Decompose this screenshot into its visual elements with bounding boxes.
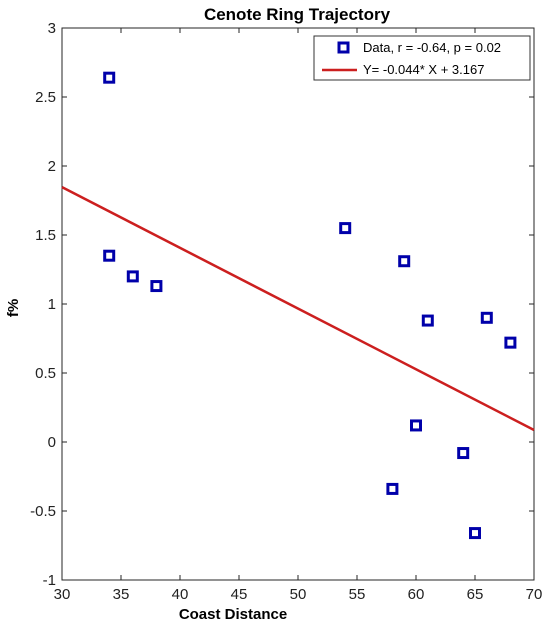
data-point-6: [398, 255, 411, 268]
data-point-4: [339, 222, 352, 235]
plot-area: 30 35 40 45 50 55 60 65 70 -1 -0.5 0 0.5 1 1.5 2 2.5 3: [30, 20, 542, 603]
y-axis-label: f%: [5, 299, 22, 317]
x-tick-label-65: 65: [467, 586, 484, 603]
data-point-8: [421, 314, 434, 327]
y-tick-label--1: -1: [43, 572, 56, 589]
x-axis-label: Coast Distance: [179, 606, 287, 623]
data-point-12: [504, 336, 517, 349]
y-tick-label-0: 0: [48, 434, 56, 451]
x-tick-label-35: 35: [113, 586, 130, 603]
data-point-7: [410, 419, 422, 432]
data-point-5: [386, 482, 399, 495]
x-tick-label-70: 70: [526, 586, 543, 603]
y-tick-label-0.5: 0.5: [35, 365, 56, 382]
regression-line: [61, 186, 535, 432]
y-tick-label--0.5: -0.5: [30, 503, 56, 520]
x-tick-label-40: 40: [172, 586, 189, 603]
y-tick-label-1.5: 1.5: [35, 227, 56, 244]
legend: Data, r = -0.64, p = 0.02 Y= -0.044* X +…: [313, 35, 531, 81]
y-tick-label-2.5: 2.5: [35, 89, 56, 106]
legend-entry-data: Data, r = -0.64, p = 0.02: [363, 40, 501, 55]
data-point-1: [103, 249, 116, 262]
x-tick-label-45: 45: [231, 586, 248, 603]
data-point-10: [469, 527, 481, 540]
x-tick-label-55: 55: [349, 586, 366, 603]
y-tick-label-3: 3: [48, 20, 56, 37]
y-tick-label-2: 2: [48, 158, 56, 175]
legend-entry-fit: Y= -0.044* X + 3.167: [363, 62, 484, 77]
x-tick-label-50: 50: [290, 586, 307, 603]
x-tick-label-60: 60: [408, 586, 425, 603]
data-point-2: [126, 270, 139, 283]
y-tick-label-1: 1: [48, 296, 56, 313]
data-point-11: [480, 311, 493, 324]
legend-box: [313, 35, 531, 81]
data-point-3: [150, 280, 163, 293]
chart-title: Cenote Ring Trajectory: [204, 5, 391, 24]
x-tick-label-30: 30: [54, 586, 71, 603]
data-point-0: [103, 71, 116, 84]
legend-marker-square: [337, 41, 350, 54]
data-point-9: [457, 447, 470, 460]
